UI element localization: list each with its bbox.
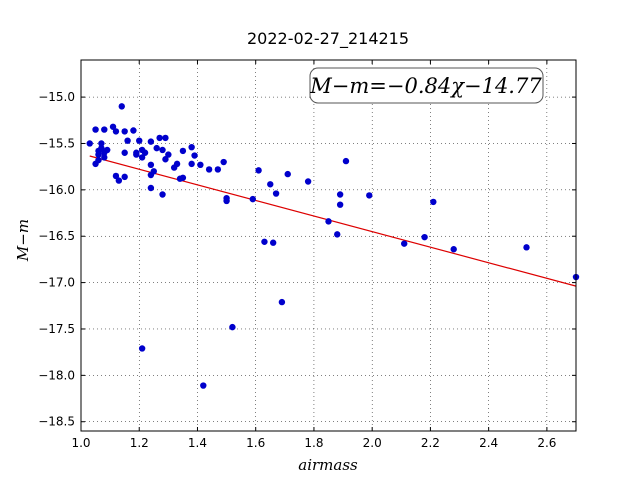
data-point (188, 143, 195, 151)
data-point (197, 161, 204, 169)
data-point (101, 154, 108, 161)
data-point (112, 172, 120, 180)
data-point (138, 154, 146, 161)
data-point (272, 190, 280, 197)
data-point (159, 191, 166, 198)
data-point (153, 144, 160, 152)
annotation-frame (309, 67, 544, 104)
data-point (342, 157, 350, 165)
data-point (200, 382, 207, 389)
x-tick-label: 1.6 (246, 436, 265, 450)
chart-title: 2022-02-27_214215 (247, 29, 409, 49)
x-tick-label: 2.6 (537, 436, 556, 450)
data-point (229, 323, 236, 331)
data-point (401, 240, 408, 247)
data-point (336, 191, 344, 198)
data-point (205, 166, 213, 173)
data-point (159, 146, 166, 154)
data-point (121, 173, 128, 181)
x-axis-label: airmass (298, 456, 358, 474)
data-point (430, 198, 437, 206)
data-point (98, 140, 105, 147)
y-tick-label: −15.5 (38, 136, 75, 150)
data-point (421, 233, 428, 241)
data-point (334, 231, 341, 238)
data-point (121, 128, 128, 135)
data-point (95, 156, 102, 164)
data-point (278, 298, 286, 306)
data-point (109, 123, 117, 130)
data-point (304, 178, 312, 185)
data-point (156, 134, 163, 142)
data-point (214, 166, 222, 173)
y-tick-label: −18.5 (38, 415, 75, 429)
data-point (150, 168, 157, 175)
data-point (95, 151, 102, 158)
data-point (284, 170, 291, 178)
data-point (147, 138, 155, 145)
plot-frame (80, 59, 577, 432)
y-tick-label: −16.0 (38, 183, 75, 197)
y-tick-labels: −15.0 −15.5 −16.0 −16.5 −17.0 −17.5 −18.0 −18.5 (38, 90, 75, 429)
data-point (92, 126, 99, 133)
fit-equation: M−m=−0.84χ−14.77 (309, 74, 542, 98)
y-tick-label: −15.0 (38, 90, 75, 104)
data-point (220, 158, 227, 166)
data-point (261, 238, 268, 245)
y-tick-label: −17.0 (38, 276, 75, 290)
data-point (162, 156, 169, 163)
data-point (450, 246, 457, 253)
data-point (147, 161, 155, 169)
data-points (86, 103, 580, 389)
data-point (188, 160, 195, 168)
data-point (223, 197, 230, 205)
data-point (118, 103, 125, 110)
data-point (269, 239, 277, 246)
x-tick-label: 2.0 (363, 436, 382, 450)
y-axis-label: M−m (14, 219, 32, 262)
data-point (147, 184, 155, 192)
data-point (115, 177, 123, 184)
x-tick-label: 2.2 (421, 436, 440, 450)
data-point (179, 174, 187, 181)
axis-ticks (80, 60, 576, 431)
data-point (101, 126, 108, 133)
fit-line (89, 155, 577, 287)
data-point (336, 201, 344, 208)
data-point (162, 134, 169, 142)
data-point (124, 137, 131, 144)
data-point (141, 149, 149, 156)
data-point (165, 151, 172, 158)
data-point (366, 192, 373, 199)
data-point (325, 218, 332, 225)
data-point (130, 127, 137, 134)
x-tick-labels: 1.0 1.2 1.4 1.6 1.8 2.0 2.2 2.4 2.6 (71, 436, 556, 450)
x-tick-label: 1.4 (188, 436, 207, 450)
y-tick-label: −17.5 (38, 322, 75, 336)
x-tick-label: 2.4 (479, 436, 498, 450)
x-tick-label: 1.8 (304, 436, 323, 450)
data-point (86, 140, 93, 147)
annotation-box: M−m=−0.84χ−14.77 (309, 67, 544, 104)
data-point (255, 167, 262, 174)
y-tick-label: −16.5 (38, 229, 75, 243)
data-point (173, 160, 181, 168)
data-point (121, 149, 128, 156)
data-point (138, 345, 146, 352)
data-point (98, 144, 105, 152)
data-point (267, 181, 274, 188)
data-point (133, 149, 140, 156)
data-point (179, 147, 187, 155)
data-point (112, 128, 120, 135)
y-tick-label: −18.0 (38, 368, 75, 382)
data-point (191, 152, 198, 159)
data-point (523, 244, 530, 251)
data-point (249, 195, 256, 203)
x-tick-label: 1.0 (71, 436, 90, 450)
data-point (136, 137, 143, 144)
data-point (104, 146, 111, 154)
x-tick-label: 1.2 (130, 436, 149, 450)
fit-line-group (89, 155, 577, 287)
